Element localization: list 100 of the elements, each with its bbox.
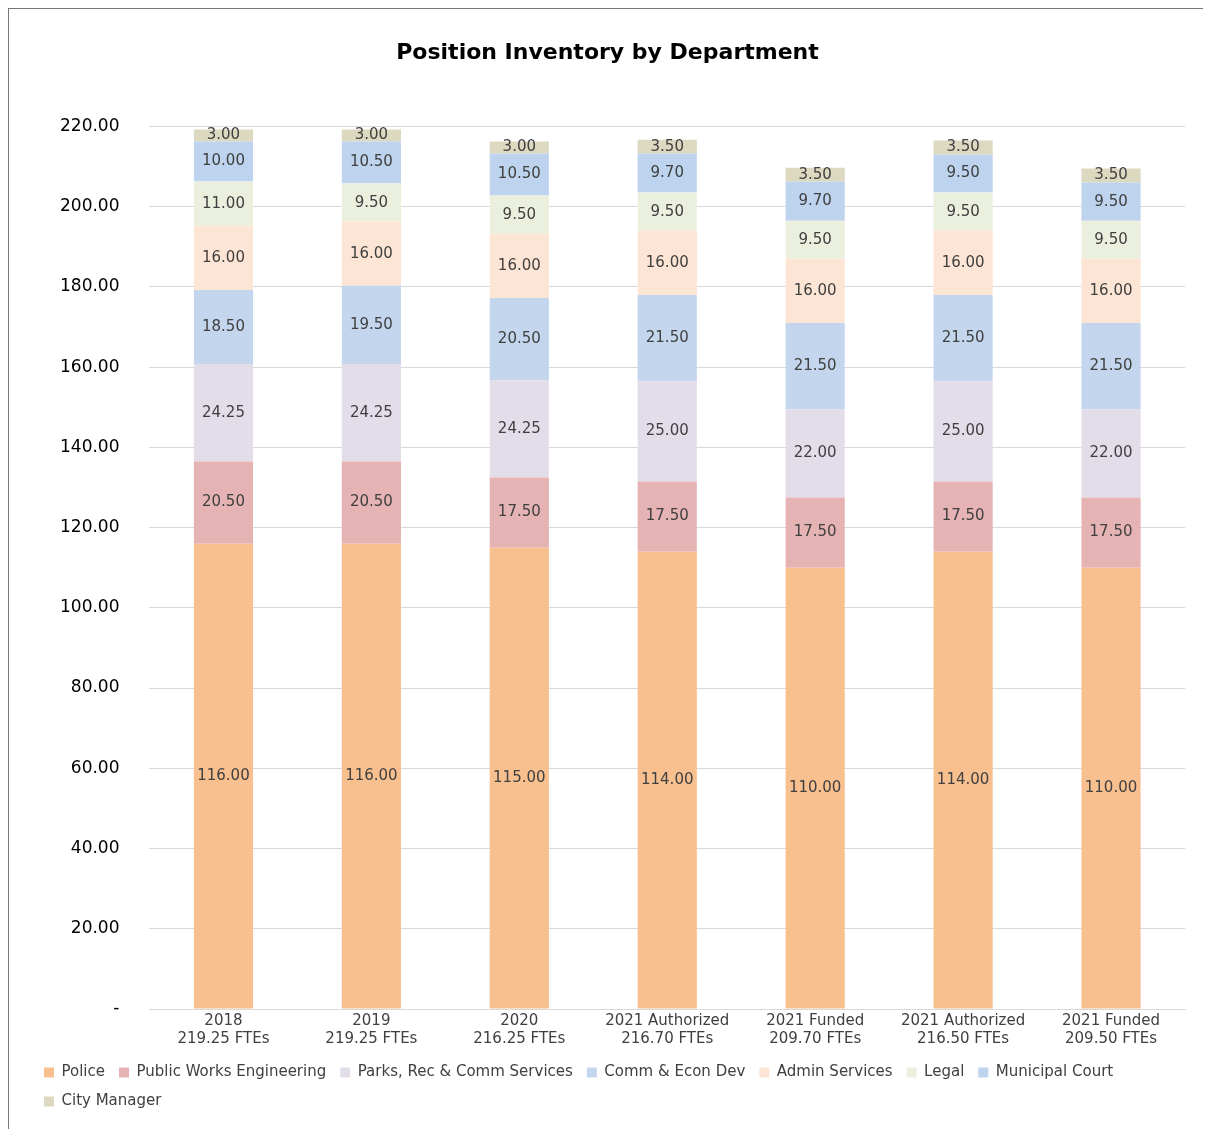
bar	[341, 285, 401, 365]
bar	[637, 481, 697, 552]
data-label: 9.50	[946, 163, 980, 182]
data-label: 16.00	[941, 252, 985, 271]
legend-label: City Manager	[61, 1091, 163, 1110]
data-label: 115.00	[493, 767, 546, 786]
bar	[637, 294, 697, 382]
bar	[1081, 497, 1141, 568]
data-label: 20.50	[201, 492, 245, 511]
data-label: 3.00	[354, 125, 389, 144]
bar	[193, 225, 254, 290]
data-label: 9.70	[650, 163, 684, 182]
y-tick-label: 180.00	[60, 275, 120, 296]
y-tick-label: 220.00	[60, 114, 120, 135]
data-label: 21.50	[1089, 356, 1133, 374]
y-tick-label: 60.00	[70, 756, 120, 777]
y-tick-label: 80.00	[70, 676, 120, 697]
data-label: 22.00	[793, 443, 837, 462]
bar	[1081, 567, 1141, 1009]
data-label: 110.00	[1084, 777, 1138, 796]
x-tick-label: 2019 219.25 FTEs	[325, 1010, 418, 1047]
data-label: 3.50	[650, 136, 684, 155]
x-tick-label: 2018 219.25 FTEs	[177, 1010, 270, 1047]
data-label: 16.00	[497, 255, 541, 274]
y-tick-label: 40.00	[70, 836, 120, 857]
bar	[785, 409, 845, 498]
bar	[193, 181, 254, 226]
bar	[1081, 182, 1141, 221]
bar	[193, 141, 254, 182]
bar	[933, 381, 993, 482]
data-label: 16.00	[793, 280, 837, 299]
data-label: 21.50	[941, 327, 985, 346]
data-label: 17.50	[497, 502, 541, 521]
data-label: 3.50	[798, 164, 832, 183]
data-label: 17.50	[1089, 522, 1133, 541]
bar	[785, 220, 845, 259]
data-label: 16.00	[349, 243, 393, 262]
data-label: 9.50	[1094, 191, 1128, 210]
bar	[193, 461, 254, 544]
bar	[785, 567, 845, 1009]
y-tick-label: -	[113, 997, 120, 1018]
data-label: 3.50	[946, 137, 980, 156]
bar	[785, 497, 845, 568]
data-label: 17.50	[645, 506, 689, 525]
data-label: 20.50	[497, 328, 541, 347]
data-label: 11.00	[201, 193, 245, 212]
y-tick-label: 120.00	[60, 516, 120, 536]
data-label: 16.00	[201, 247, 245, 266]
bar	[933, 551, 993, 1009]
y-tick-label: 140.00	[60, 435, 120, 456]
bar	[933, 294, 993, 382]
data-label: 114.00	[936, 769, 990, 788]
data-label: 3.50	[1094, 165, 1128, 184]
data-label: 24.25	[497, 418, 541, 437]
data-label: 25.00	[941, 421, 985, 440]
bar	[341, 543, 401, 1009]
y-tick-label: 160.00	[60, 355, 120, 376]
data-label: 9.50	[502, 204, 537, 223]
legend-label: Parks, Rec & Comm Services	[357, 1062, 574, 1081]
data-label: 9.70	[798, 191, 832, 210]
data-label: 10.00	[201, 151, 245, 170]
legend-label: Police	[61, 1062, 105, 1081]
data-label: 9.50	[946, 201, 980, 220]
bar	[489, 153, 549, 196]
bar	[489, 477, 549, 548]
data-label: 3.00	[502, 137, 537, 156]
bar	[1081, 220, 1141, 259]
bar	[193, 289, 254, 365]
bar	[637, 153, 697, 193]
bar	[489, 195, 549, 234]
data-label: 116.00	[197, 765, 250, 784]
legend-label: Municipal Court	[995, 1062, 1114, 1081]
data-label: 20.50	[349, 492, 393, 511]
data-label: 21.50	[793, 356, 837, 374]
bar	[933, 154, 993, 193]
bar	[1081, 258, 1141, 323]
data-label: 116.00	[345, 765, 398, 784]
bar	[637, 230, 697, 295]
legend-label: Legal	[924, 1062, 965, 1081]
data-label: 10.50	[349, 152, 393, 171]
data-label: 9.50	[1094, 229, 1128, 248]
data-label: 24.25	[349, 402, 393, 421]
data-label: 17.50	[793, 522, 837, 541]
y-tick-label: 200.00	[60, 195, 120, 216]
bar	[489, 547, 549, 1009]
x-tick-label: 2021 Funded 209.70 FTEs	[766, 1010, 865, 1047]
data-label: 16.00	[645, 252, 689, 271]
data-label: 17.50	[941, 506, 985, 525]
bar	[489, 297, 549, 381]
y-tick-label: 20.00	[70, 917, 120, 938]
x-tick-label: 2021 Authorized 216.70 FTEs	[605, 1010, 730, 1047]
bar	[1081, 322, 1141, 410]
x-tick-label: 2020 216.25 FTEs	[473, 1010, 566, 1047]
bar	[933, 230, 993, 295]
bar	[785, 258, 845, 323]
bar	[637, 381, 697, 482]
y-tick-label: 100.00	[60, 596, 120, 617]
bar	[785, 181, 845, 221]
data-label: 114.00	[640, 769, 694, 788]
bar	[785, 322, 845, 410]
